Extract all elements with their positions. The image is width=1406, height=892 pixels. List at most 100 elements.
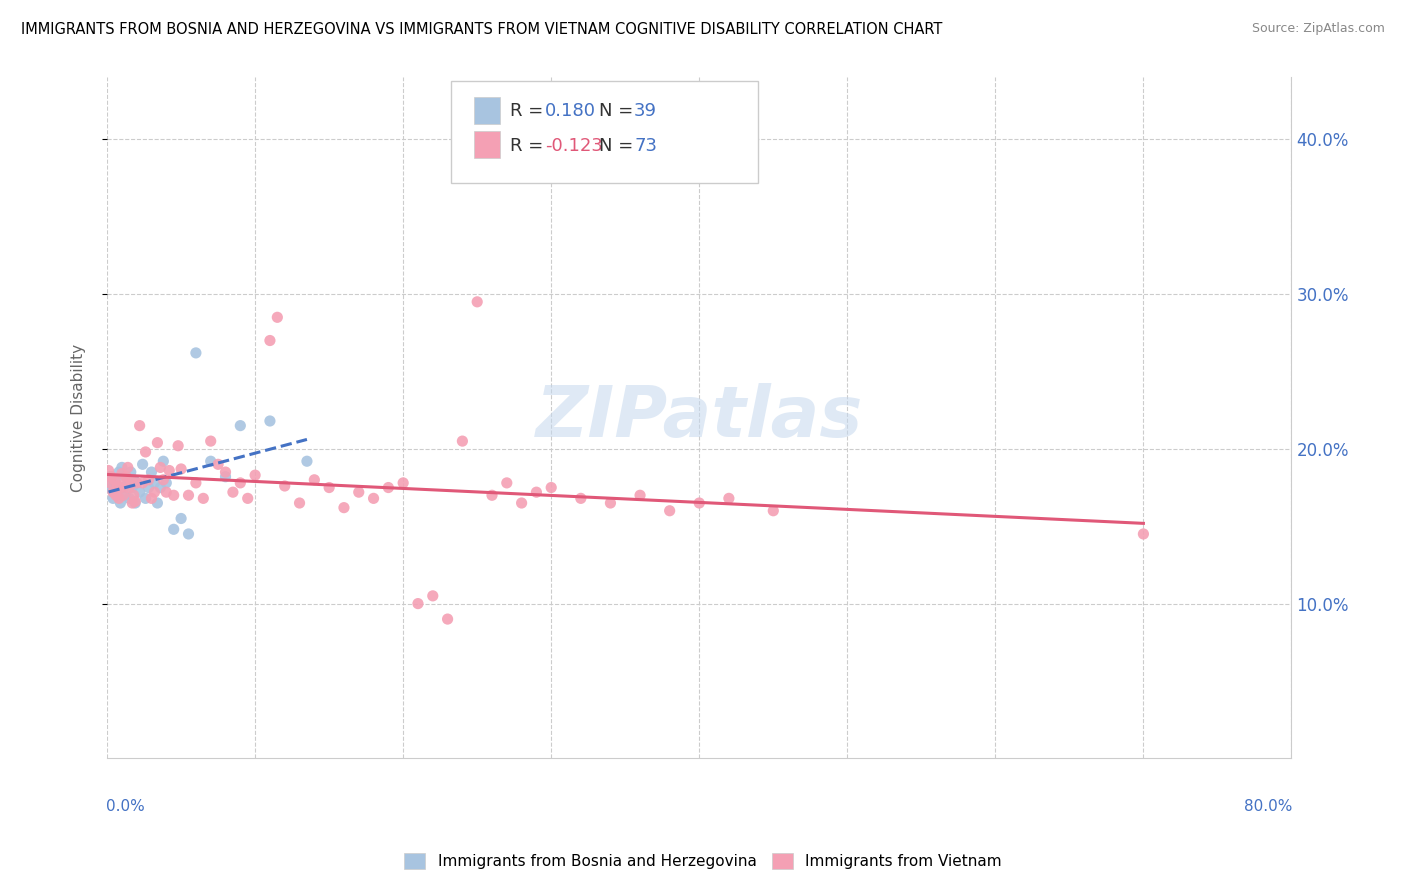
Point	[118, 491, 141, 506]
Point	[124, 496, 146, 510]
Text: ZIPatlas: ZIPatlas	[536, 384, 863, 452]
Point	[377, 481, 399, 495]
Point	[200, 434, 222, 449]
Point	[155, 475, 177, 490]
Point	[110, 496, 132, 510]
Point	[131, 475, 153, 490]
Point	[152, 473, 174, 487]
Text: 0.0%: 0.0%	[105, 799, 145, 814]
Point	[112, 488, 135, 502]
Point	[177, 527, 200, 541]
Point	[110, 481, 132, 495]
Point	[135, 491, 157, 506]
Point	[135, 445, 157, 459]
Text: N =: N =	[599, 103, 638, 120]
Point	[363, 491, 385, 506]
Point	[347, 485, 370, 500]
Point	[274, 479, 297, 493]
Point	[101, 491, 124, 506]
Point	[115, 469, 138, 483]
Point	[318, 481, 340, 495]
Point	[569, 491, 592, 506]
Point	[170, 462, 193, 476]
Point	[115, 469, 138, 483]
Point	[141, 465, 163, 479]
Point	[1132, 527, 1154, 541]
Point	[157, 463, 180, 477]
Text: -0.123: -0.123	[546, 136, 603, 154]
Point	[167, 439, 190, 453]
Point	[259, 334, 281, 348]
Text: R =: R =	[510, 136, 548, 154]
Point	[108, 465, 131, 479]
Point	[163, 488, 186, 502]
Point	[117, 475, 139, 490]
Point	[128, 485, 150, 500]
Point	[207, 458, 229, 472]
Point	[214, 469, 236, 483]
Text: 39: 39	[634, 103, 657, 120]
Point	[295, 454, 318, 468]
Point	[214, 465, 236, 479]
Point	[103, 473, 125, 487]
Point	[184, 346, 207, 360]
Point	[304, 473, 326, 487]
Point	[100, 482, 122, 496]
Point	[243, 468, 266, 483]
Point	[229, 418, 252, 433]
Point	[104, 473, 127, 487]
Point	[138, 473, 160, 487]
Text: IMMIGRANTS FROM BOSNIA AND HERZEGOVINA VS IMMIGRANTS FROM VIETNAM COGNITIVE DISA: IMMIGRANTS FROM BOSNIA AND HERZEGOVINA V…	[21, 22, 942, 37]
Point	[122, 488, 145, 502]
Point	[125, 475, 148, 490]
Point	[288, 496, 311, 510]
Point	[107, 479, 129, 493]
Point	[200, 454, 222, 468]
Point	[333, 500, 356, 515]
Point	[97, 463, 120, 477]
Point	[141, 491, 163, 506]
Point	[222, 485, 245, 500]
Point	[658, 504, 681, 518]
Point	[451, 434, 474, 449]
Point	[117, 460, 139, 475]
Point	[111, 460, 134, 475]
Point	[465, 294, 488, 309]
FancyBboxPatch shape	[474, 96, 501, 124]
Point	[266, 310, 288, 325]
Point	[104, 488, 127, 502]
Point	[143, 475, 166, 490]
Text: Source: ZipAtlas.com: Source: ZipAtlas.com	[1251, 22, 1385, 36]
Point	[146, 435, 169, 450]
Text: N =: N =	[599, 136, 638, 154]
Point	[149, 460, 172, 475]
Point	[155, 485, 177, 500]
Point	[510, 496, 533, 510]
Point	[128, 418, 150, 433]
Point	[406, 597, 429, 611]
Point	[118, 481, 141, 495]
Point	[97, 475, 120, 490]
Point	[481, 488, 503, 502]
Point	[193, 491, 215, 506]
Point	[184, 475, 207, 490]
Point	[762, 504, 785, 518]
Point	[392, 475, 415, 490]
Point	[121, 481, 143, 495]
Point	[688, 496, 710, 510]
Point	[422, 589, 444, 603]
Point	[177, 488, 200, 502]
Point	[114, 475, 136, 490]
Point	[259, 414, 281, 428]
Point	[107, 485, 129, 500]
Point	[163, 522, 186, 536]
Point	[628, 488, 651, 502]
Point	[540, 481, 562, 495]
Point	[111, 467, 134, 481]
Legend: Immigrants from Bosnia and Herzegovina, Immigrants from Vietnam: Immigrants from Bosnia and Herzegovina, …	[398, 847, 1008, 875]
Point	[103, 479, 125, 493]
FancyBboxPatch shape	[450, 81, 758, 183]
FancyBboxPatch shape	[474, 130, 501, 158]
Point	[170, 511, 193, 525]
Point	[149, 481, 172, 495]
